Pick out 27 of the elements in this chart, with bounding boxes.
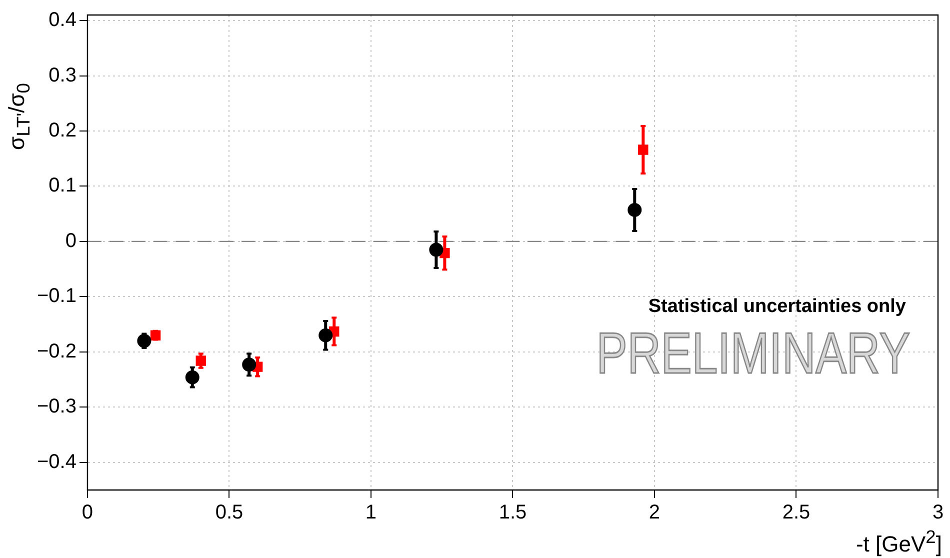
y-tick-label: 0.2 — [48, 120, 76, 142]
y-tick-label: −0.2 — [37, 340, 76, 362]
point — [318, 328, 333, 342]
y-tick-label: −0.1 — [37, 285, 76, 308]
x-tick-label: 2.5 — [782, 502, 810, 524]
annotation: Statistical uncertainties only — [648, 296, 906, 318]
point — [429, 242, 444, 257]
x-tick-label: 3 — [932, 502, 944, 524]
point — [185, 370, 200, 384]
y-tick-label: 0.1 — [48, 174, 76, 197]
x-tick-label: 0 — [82, 502, 94, 524]
point — [638, 144, 648, 155]
point — [628, 202, 642, 217]
y-tick-label: 0.4 — [48, 9, 76, 32]
x-axis-title: -t [GeV$^{2}$] — [856, 526, 942, 558]
y-tick-label: 0.3 — [48, 64, 76, 86]
x-tick-label: 2 — [648, 502, 660, 524]
point — [242, 358, 256, 372]
x-tick-label: 1 — [365, 502, 377, 524]
y-tick-label: −0.4 — [37, 450, 76, 473]
x-tick-label: 0.5 — [215, 502, 244, 524]
point — [196, 356, 206, 366]
annotation: PRELIMINARY — [596, 320, 910, 387]
y-tick-label: −0.3 — [37, 396, 76, 418]
x-tick-label: 1.5 — [498, 502, 527, 524]
y-tick-label: 0 — [65, 230, 76, 252]
point — [137, 334, 152, 348]
